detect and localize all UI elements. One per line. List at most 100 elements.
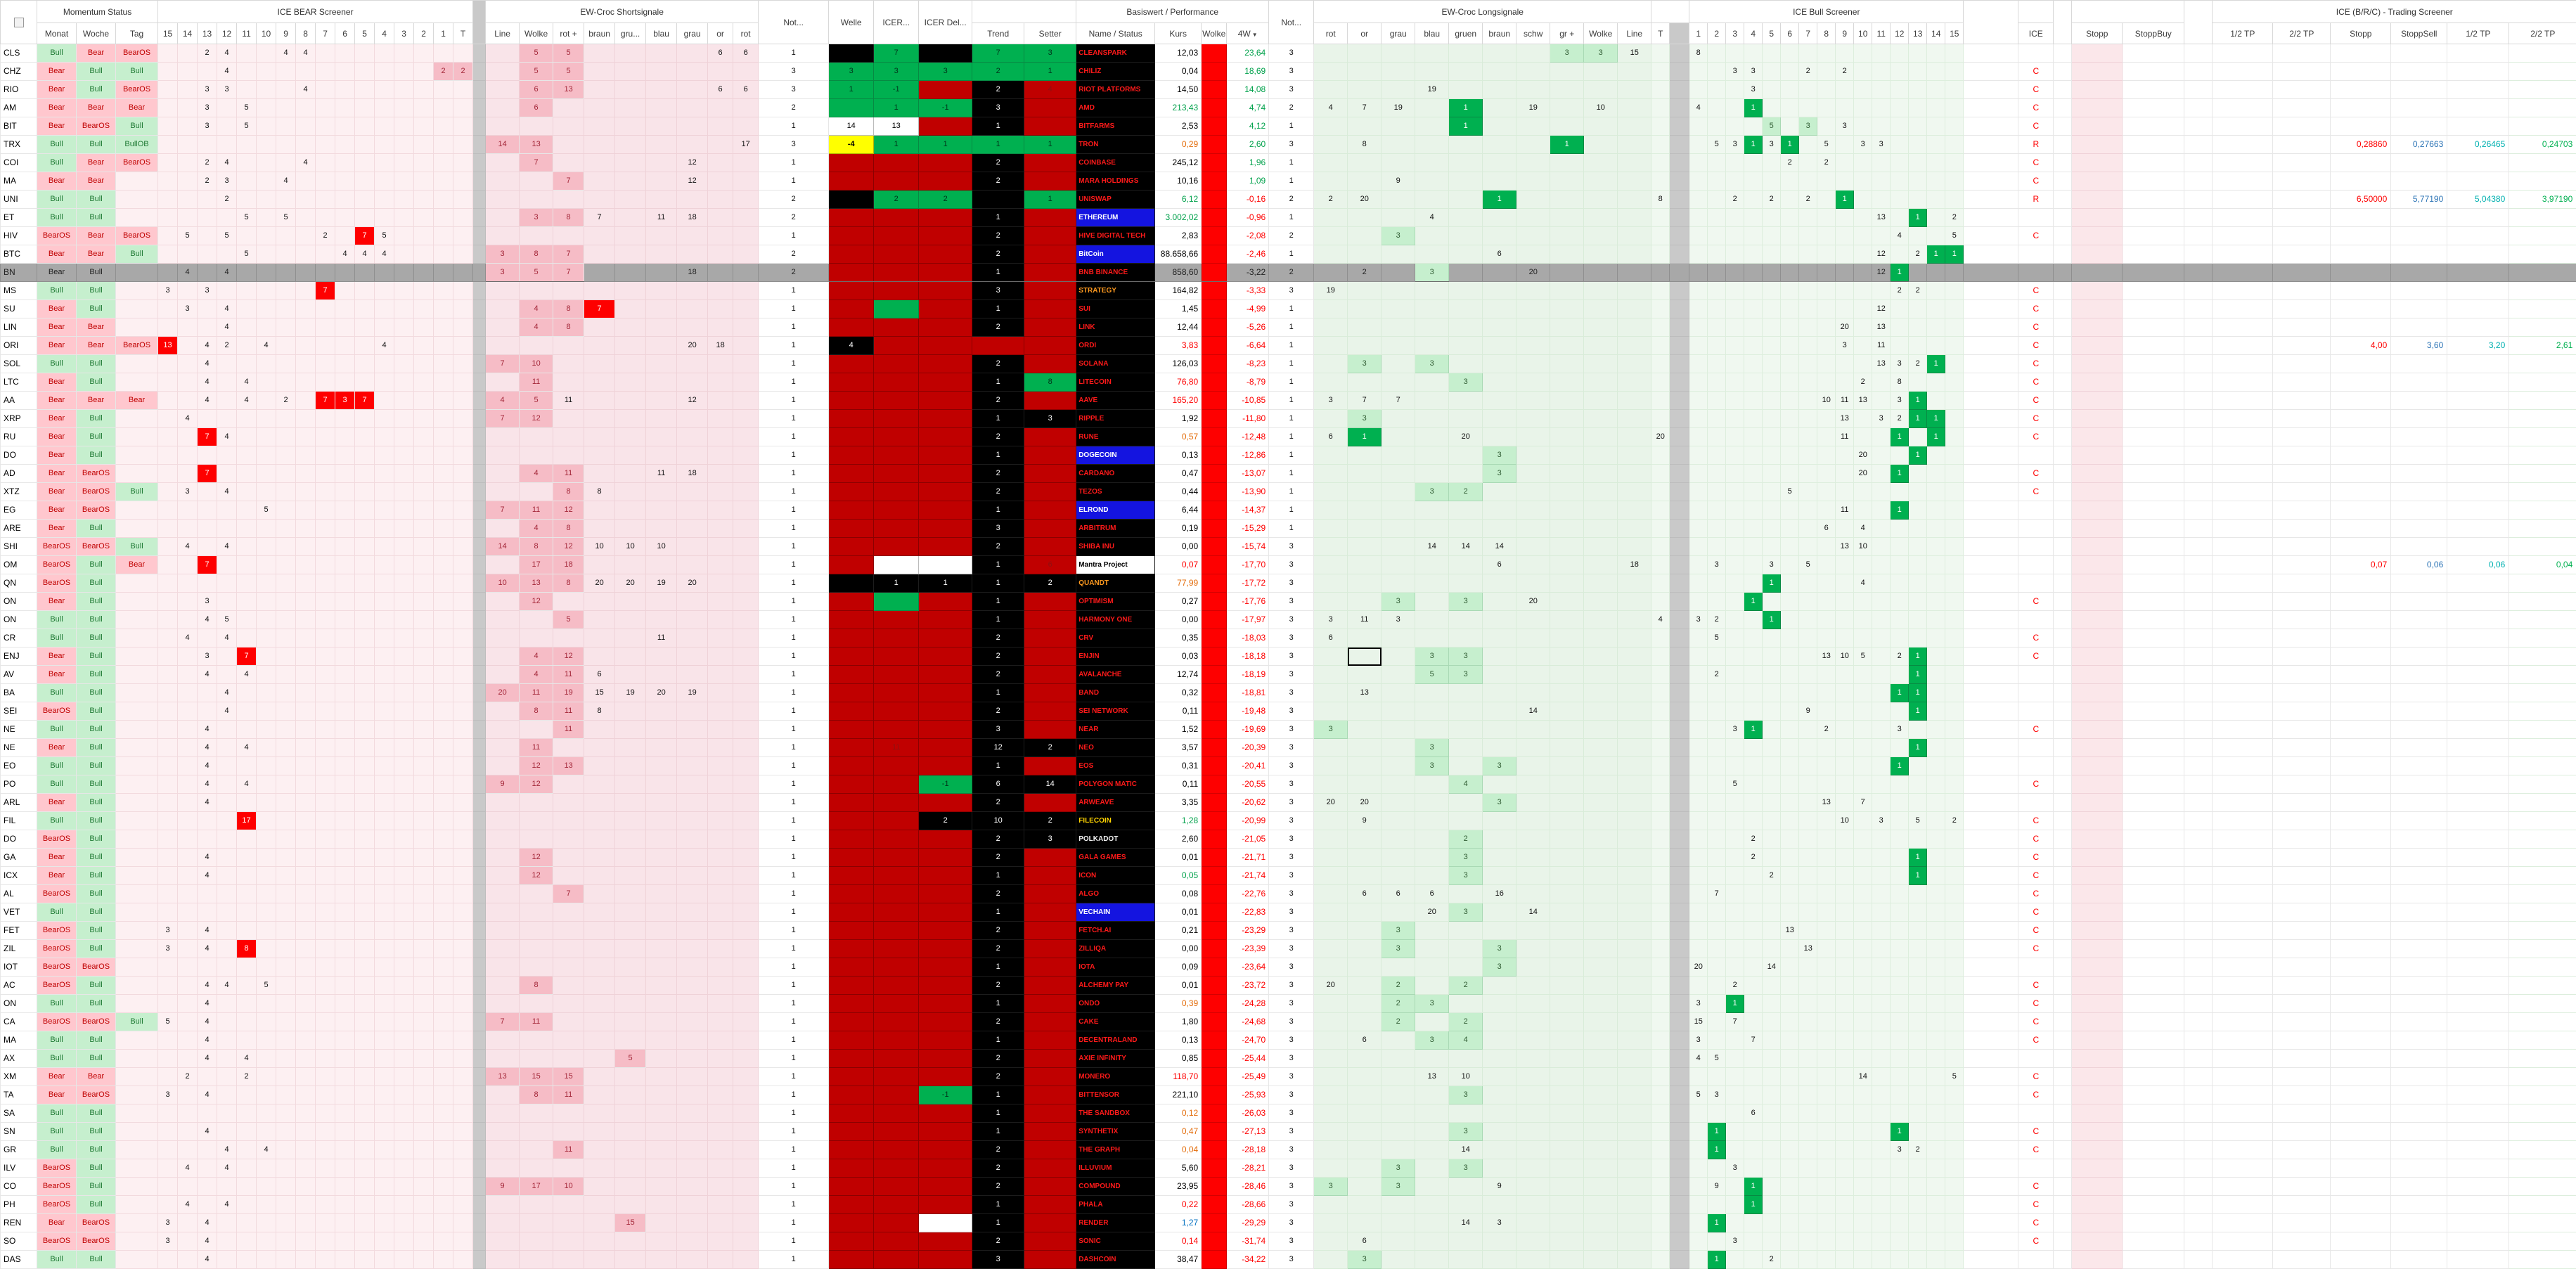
tp-half-buy-cell[interactable] [2213,885,2273,903]
momentum-cell-13[interactable] [198,538,217,556]
bull-count-cell-11[interactable] [1872,629,1891,648]
short-signal-cell-8[interactable] [733,501,759,520]
tp-full-sell-cell[interactable] [2509,1013,2576,1031]
tp-full-sell-cell[interactable] [2509,300,2576,318]
momentum-cell-10[interactable]: 5 [257,977,276,995]
icer-delta-cell[interactable] [919,903,972,922]
name-cell[interactable]: OPTIMISM [1076,593,1155,611]
icer-cell[interactable] [874,172,919,191]
bull-count-cell-11[interactable]: 13 [1872,355,1891,373]
momentum-cell-15[interactable] [158,191,178,209]
kurs-cell[interactable]: 3,83 [1155,337,1202,355]
momentum-cell-13[interactable] [198,227,217,245]
momentum-cell-2[interactable] [414,227,434,245]
long-signal-cell-5[interactable] [1483,501,1516,520]
momentum-cell-9[interactable] [276,63,296,81]
col-header-short-4[interactable]: gru... [615,23,646,44]
long-signal-cell-7[interactable] [1550,355,1584,373]
momentum-cell-1[interactable] [434,1086,453,1104]
bull-count-cell-1[interactable] [1689,117,1708,136]
momentum-cell-14[interactable] [178,209,198,227]
tag-status-cell[interactable] [116,172,158,191]
change-4w-cell[interactable]: -2,46 [1227,245,1269,264]
bull-count-cell-13[interactable]: 1 [1909,684,1927,702]
momentum-cell-13[interactable] [198,629,217,648]
icer-delta-cell[interactable]: -1 [919,99,972,117]
bull-count-cell-15[interactable] [1945,300,1964,318]
short-signal-cell-8[interactable] [733,465,759,483]
welle-cell[interactable] [829,556,874,574]
woche-status-cell[interactable]: Bull [77,136,116,154]
momentum-cell-10[interactable] [257,629,276,648]
short-signal-cell-1[interactable]: 13 [520,574,553,593]
tp-half-sell-cell[interactable] [2447,245,2509,264]
momentum-cell-T[interactable] [453,446,473,465]
short-signal-cell-5[interactable] [646,1050,677,1068]
icer-delta-cell[interactable] [919,392,972,410]
bull-count-cell-2[interactable] [1708,1013,1726,1031]
bull-count-cell-13[interactable] [1909,995,1927,1013]
ticker-cell[interactable]: ET [1,209,37,227]
short-signal-cell-2[interactable]: 8 [553,520,584,538]
short-signal-cell-8[interactable] [733,355,759,373]
bull-count-cell-5[interactable]: 3 [1763,556,1781,574]
momentum-cell-4[interactable] [375,1123,394,1141]
bull-count-cell-10[interactable] [1854,117,1872,136]
bull-count-cell-11[interactable] [1872,977,1891,995]
momentum-cell-15[interactable]: 3 [158,282,178,300]
short-signal-cell-1[interactable]: 8 [520,245,553,264]
long-signal-cell-6[interactable] [1516,355,1550,373]
short-signal-cell-6[interactable] [677,1050,708,1068]
tp-full-sell-cell[interactable] [2509,958,2576,977]
momentum-cell-1[interactable] [434,117,453,136]
kurs-cell[interactable]: 0,57 [1155,428,1202,446]
bull-count-cell-15[interactable] [1945,99,1964,117]
t-column-cell[interactable] [1651,867,1670,885]
long-signal-cell-3[interactable] [1415,629,1449,648]
tp-full-sell-cell[interactable] [2509,245,2576,264]
momentum-cell-7[interactable] [316,1031,335,1050]
bull-count-cell-10[interactable] [1854,264,1872,282]
bull-count-cell-4[interactable] [1744,1086,1763,1104]
bull-count-cell-14[interactable] [1927,1123,1945,1141]
bull-count-cell-14[interactable] [1927,117,1945,136]
bull-count-cell-15[interactable]: 5 [1945,227,1964,245]
long-signal-cell-4[interactable] [1449,209,1483,227]
setter-cell[interactable] [1024,648,1076,666]
bull-count-cell-7[interactable] [1799,373,1817,392]
setter-cell[interactable]: 2 [1024,574,1076,593]
monat-status-cell[interactable]: Bear [37,81,77,99]
momentum-cell-8[interactable] [296,1031,316,1050]
momentum-cell-9[interactable] [276,903,296,922]
trend-cell[interactable]: 2 [972,1068,1024,1086]
short-signal-cell-1[interactable]: 12 [520,849,553,867]
bull-count-cell-3[interactable] [1726,757,1744,775]
momentum-cell-7[interactable] [316,775,335,794]
bull-count-cell-1[interactable] [1689,446,1708,465]
momentum-cell-15[interactable] [158,99,178,117]
short-signal-cell-6[interactable]: 20 [677,574,708,593]
monat-status-cell[interactable]: Bull [37,154,77,172]
ice-status-cell[interactable] [2018,739,2054,757]
bull-count-cell-8[interactable] [1817,666,1836,684]
bull-count-cell-2[interactable] [1708,922,1726,940]
momentum-cell-10[interactable]: 4 [257,1141,276,1159]
long-signal-cell-5[interactable] [1483,1068,1516,1086]
bull-count-cell-8[interactable] [1817,428,1836,446]
bull-count-cell-9[interactable] [1836,830,1854,849]
trend-cell[interactable]: 7 [972,44,1024,63]
short-signal-cell-8[interactable]: 6 [733,44,759,63]
long-signal-cell-5[interactable] [1483,282,1516,300]
bull-count-cell-12[interactable] [1891,300,1909,318]
bull-count-cell-9[interactable] [1836,300,1854,318]
tp-half-sell-cell[interactable] [2447,154,2509,172]
note-left-cell[interactable]: 1 [759,520,829,538]
momentum-cell-3[interactable] [394,501,414,520]
bull-count-cell-7[interactable] [1799,282,1817,300]
momentum-cell-2[interactable] [414,501,434,520]
long-signal-cell-6[interactable] [1516,666,1550,684]
short-signal-cell-0[interactable] [486,940,520,958]
momentum-cell-14[interactable] [178,282,198,300]
short-signal-cell-3[interactable] [584,1123,615,1141]
tp-half-buy-cell[interactable] [2213,1123,2273,1141]
